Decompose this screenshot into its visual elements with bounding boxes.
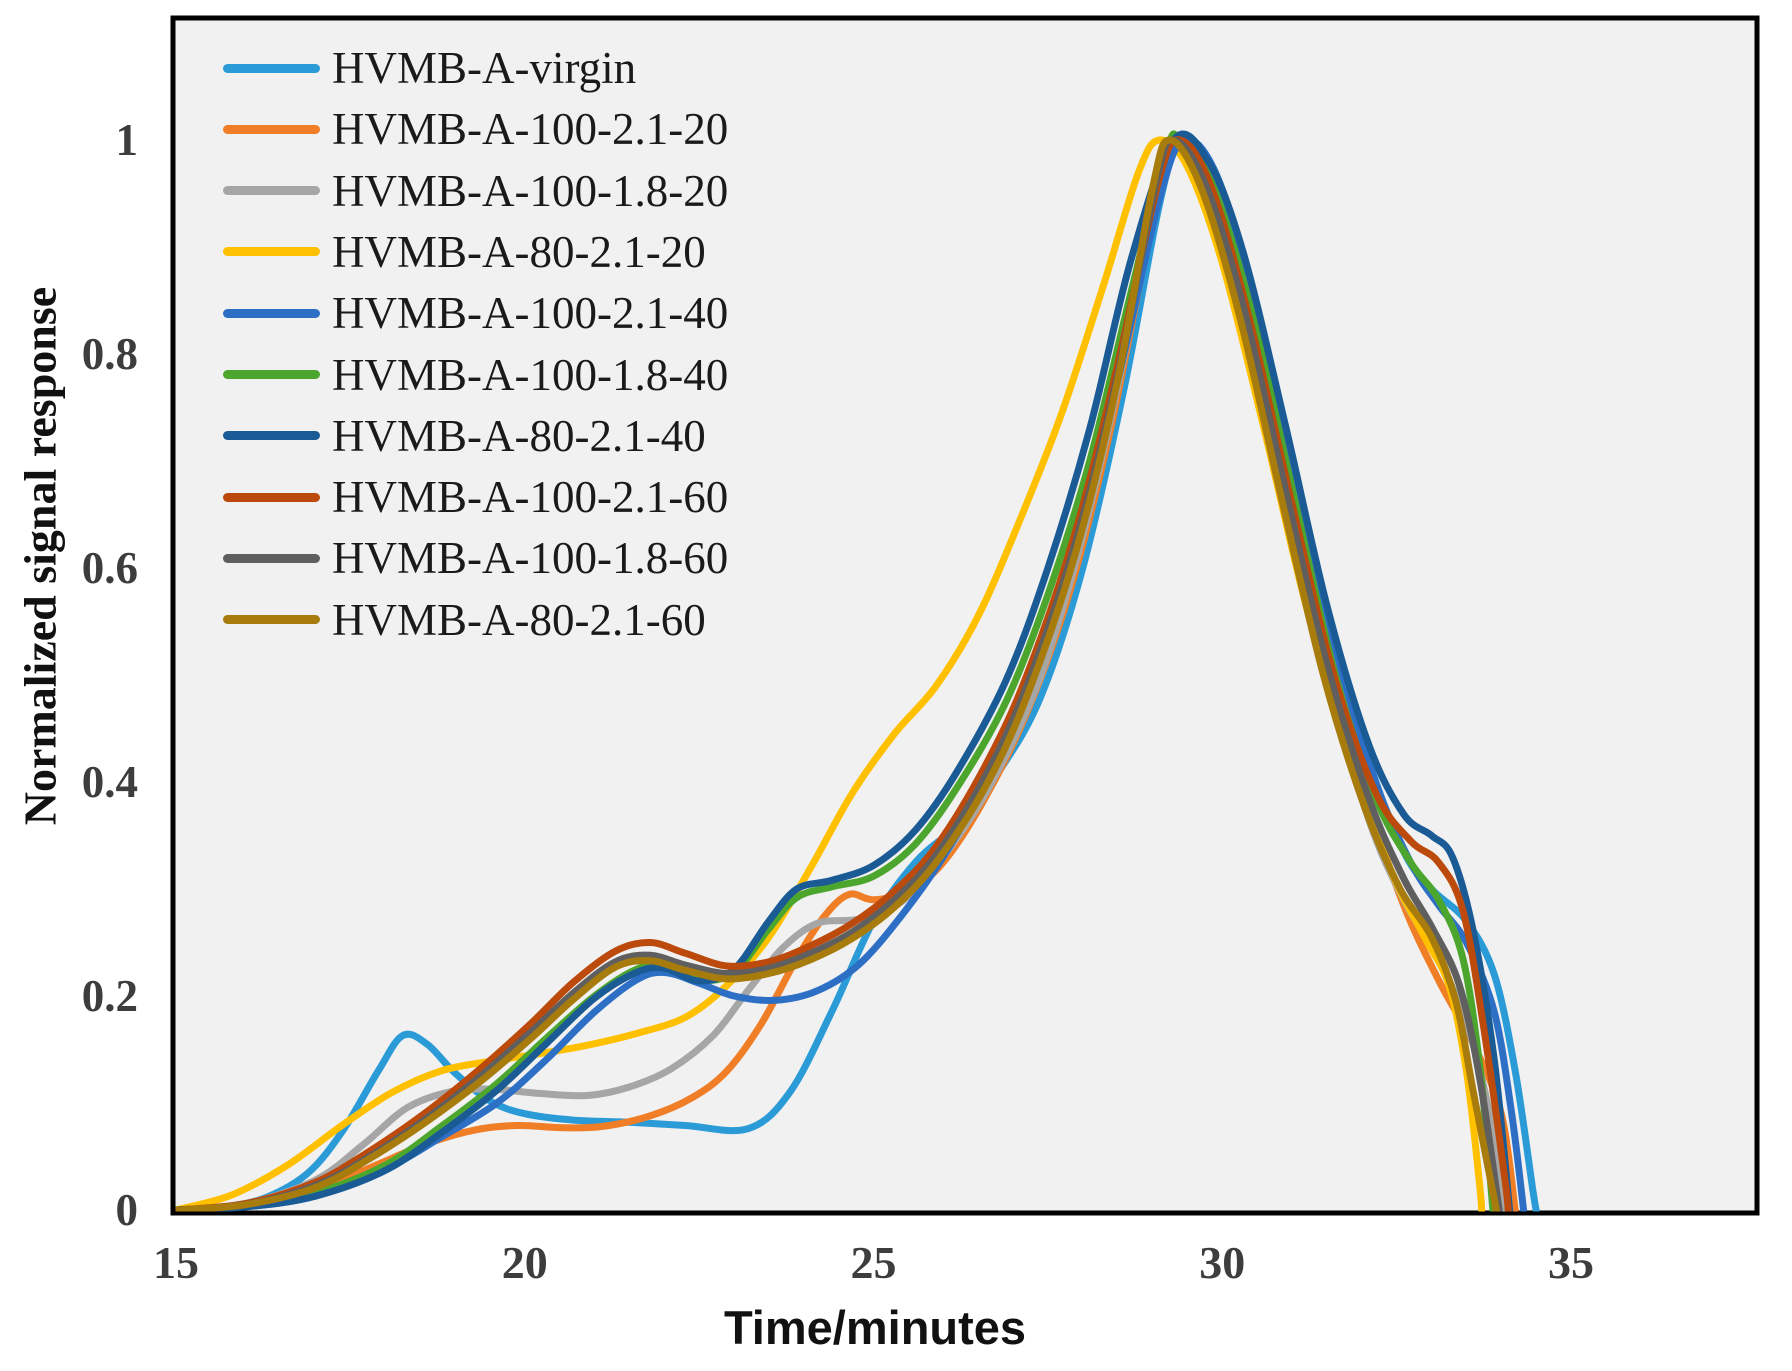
legend-label: HVMB-A-80-2.1-60 [332,594,706,645]
series-line-HVMB-A-100-1.8-60 [175,136,1503,1212]
x-tick-label-30: 30 [1199,1237,1246,1288]
legend-item-HVMB-A-100-2.1-40: HVMB-A-100-2.1-40 [223,283,728,343]
series-line-HVMB-A-100-2.1-60 [175,136,1512,1212]
legend-swatch-HVMB-A-100-1.8-20 [223,186,320,196]
legend-label: HVMB-A-100-1.8-60 [332,533,729,584]
legend-label: HVMB-A-100-1.8-20 [332,165,729,216]
x-axis-title: Time/minutes [723,1301,1027,1354]
legend-label: HVMB-A-virgin [332,43,637,93]
legend-item-HVMB-A-80-2.1-40: HVMB-A-80-2.1-40 [223,406,706,466]
x-tick-label-15: 15 [153,1237,199,1288]
x-tick-label-25: 25 [850,1237,897,1288]
y-tick-label-0.8: 0.8 [81,329,138,379]
legend-swatch-HVMB-A-80-2.1-60 [223,615,320,625]
x-tick-label-20: 20 [501,1237,548,1288]
legend-item-HVMB-A-virgin: HVMB-A-virgin [223,38,636,98]
legend-swatch-HVMB-A-100-2.1-60 [223,492,320,502]
legend-swatch-HVMB-A-100-1.8-40 [223,370,320,379]
legend-item-HVMB-A-100-2.1-60: HVMB-A-100-2.1-60 [223,467,728,527]
y-tick-label-0.4: 0.4 [81,757,138,807]
legend-swatch-HVMB-A-virgin [223,63,320,73]
legend-item-HVMB-A-100-1.8-60: HVMB-A-100-1.8-60 [223,528,728,588]
y-tick-label-0: 0 [115,1185,139,1235]
legend-item-HVMB-A-80-2.1-60: HVMB-A-80-2.1-60 [223,590,706,650]
legend-label: HVMB-A-100-2.1-60 [332,472,729,523]
legend-label: HVMB-A-80-2.1-20 [332,226,706,277]
x-tick-label-35: 35 [1548,1237,1594,1288]
legend-swatch-HVMB-A-80-2.1-20 [223,247,320,257]
series-line-HVMB-A-80-2.1-40 [175,130,1514,1212]
legend-swatch-HVMB-A-80-2.1-40 [223,431,320,441]
legend-label: HVMB-A-100-2.1-20 [332,104,729,155]
series-lines [175,130,1540,1212]
y-tick-label-0.6: 0.6 [81,543,138,593]
legend-item-HVMB-A-100-1.8-20: HVMB-A-100-1.8-20 [223,161,728,221]
legend-item-HVMB-A-80-2.1-20: HVMB-A-80-2.1-20 [223,222,706,282]
legend-swatch-HVMB-A-100-2.1-40 [223,308,320,318]
legend-item-HVMB-A-100-2.1-20: HVMB-A-100-2.1-20 [223,99,728,159]
legend-item-HVMB-A-100-1.8-40: HVMB-A-100-1.8-40 [223,345,728,405]
legend-label: HVMB-A-80-2.1-40 [332,410,706,461]
legend-swatch-HVMB-A-100-1.8-60 [223,553,320,563]
y-tick-label-1: 1 [115,115,139,165]
y-tick-label-0.2: 0.2 [81,971,138,1021]
legend-swatch-HVMB-A-100-2.1-20 [223,124,320,134]
legend-label: HVMB-A-100-1.8-40 [332,349,729,400]
legend-label: HVMB-A-100-2.1-40 [332,288,729,339]
y-axis-title: Normalized signal response [14,286,66,826]
series-line-HVMB-A-80-2.1-60 [175,136,1500,1212]
